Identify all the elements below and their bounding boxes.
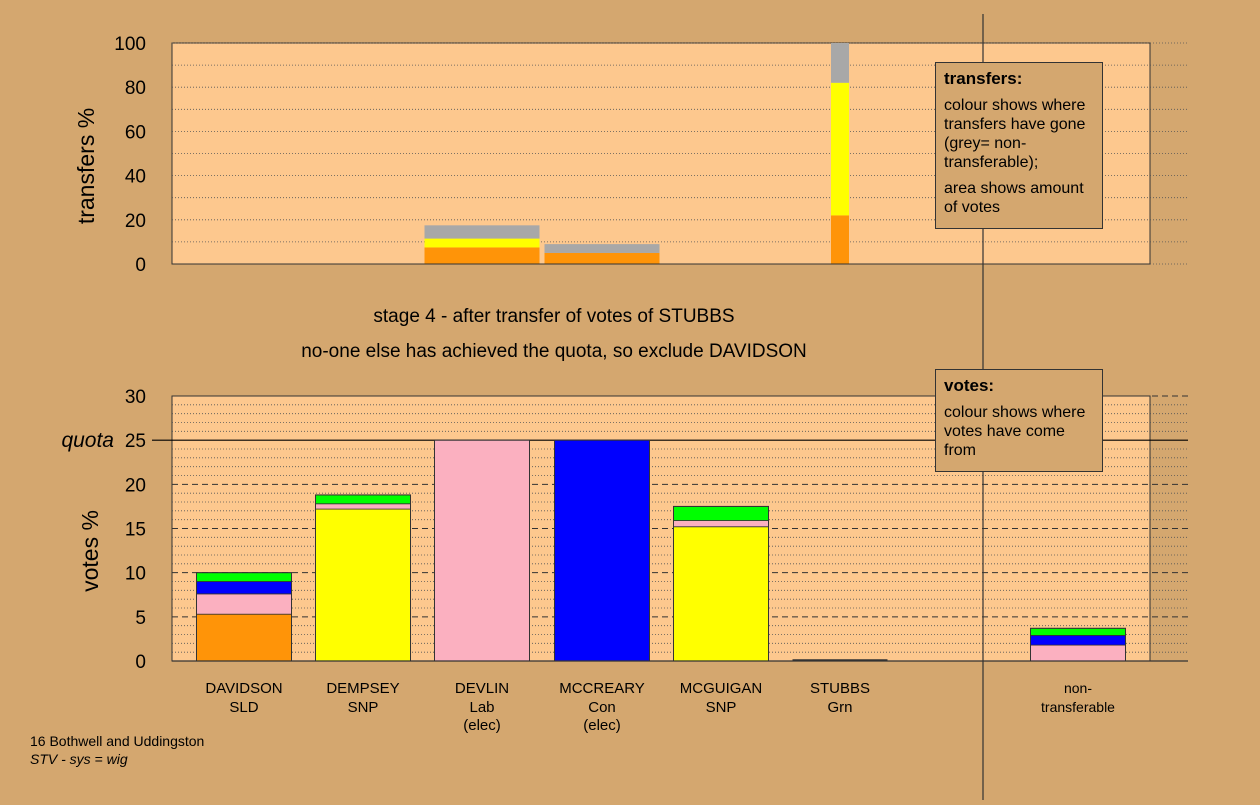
votes-y-tick-label: 0	[135, 652, 146, 673]
votes-y-tick-label: 25	[125, 431, 146, 452]
votes-y-tick-label: 20	[125, 475, 146, 496]
candidate-name-label: STUBBS	[810, 680, 870, 697]
vote-bar-segment	[196, 572, 292, 582]
vote-bar-segment	[673, 526, 769, 662]
transfer-bar-segment	[424, 225, 540, 239]
vote-bar-segment	[1030, 634, 1126, 646]
candidate-party-label: Grn	[827, 699, 852, 716]
candidate-name-label: DAVIDSON	[205, 680, 282, 697]
transfers-legend-line1: colour shows where transfers have gone (…	[944, 97, 1086, 171]
votes-y-tick-label: 15	[125, 520, 146, 541]
transfer-bar-segment	[544, 244, 660, 253]
transfers-legend: transfers: colour shows where transfers …	[935, 62, 1103, 229]
transfers-legend-line2: area shows amount of votes	[944, 180, 1084, 216]
votes-y-tick-label: 5	[135, 608, 146, 629]
candidate-name-label: MCGUIGAN	[680, 680, 763, 697]
footer-constituency: 16 Bothwell and Uddingston	[30, 733, 205, 749]
vote-bar-segment	[315, 508, 411, 662]
candidate-party-label: SNP	[706, 699, 737, 716]
candidate-party-label: SNP	[348, 699, 379, 716]
vote-bar-segment	[434, 439, 530, 662]
transfer-bar-segment	[831, 215, 849, 264]
transfer-bar-segment	[544, 252, 660, 264]
transfer-bar-segment	[831, 43, 849, 83]
candidate-name-label: MCCREARY	[559, 680, 645, 697]
candidate-note-label: (elec)	[583, 717, 621, 734]
vote-bar-segment	[196, 593, 292, 615]
transfers-y-axis-label: transfers %	[73, 108, 99, 224]
candidate-party-label: transferable	[1041, 699, 1115, 715]
action-line: no-one else has achieved the quota, so e…	[301, 341, 807, 362]
transfers-y-tick-label: 0	[135, 255, 146, 276]
candidate-note-label: (elec)	[463, 717, 501, 734]
transfers-y-tick-label: 20	[125, 211, 146, 232]
vote-bar-segment	[1030, 627, 1126, 636]
votes-legend-line1: colour shows where votes have come from	[944, 404, 1086, 459]
vote-bar-segment	[315, 494, 411, 505]
transfers-y-tick-label: 40	[125, 167, 146, 188]
transfer-bar-segment	[424, 247, 540, 264]
vote-bar-segment	[196, 581, 292, 595]
candidate-name-label: non-	[1064, 680, 1092, 696]
candidate-party-label: SLD	[229, 699, 258, 716]
candidate-name-label: DEMPSEY	[326, 680, 399, 697]
vote-bar-segment	[673, 520, 769, 528]
transfers-y-tick-label: 80	[125, 78, 146, 99]
candidate-party-label: Lab	[469, 699, 494, 716]
vote-bar-segment	[315, 503, 411, 510]
transfers-legend-title: transfers:	[944, 69, 1023, 88]
votes-y-tick-label: 30	[125, 387, 146, 408]
transfer-bar-segment	[424, 238, 540, 248]
footer-system: STV - sys = wig	[30, 751, 128, 767]
vote-bar-segment	[554, 439, 650, 662]
votes-legend-title: votes:	[944, 376, 995, 395]
transfers-y-tick-label: 60	[125, 122, 146, 143]
transfer-bar-segment	[831, 82, 849, 216]
vote-bar-segment	[1030, 644, 1126, 662]
transfers-y-tick-label: 100	[114, 34, 146, 55]
candidate-party-label: Con	[588, 699, 616, 716]
votes-y-tick-label: 10	[125, 564, 146, 585]
votes-y-axis-label: votes %	[77, 510, 103, 592]
candidate-name-label: DEVLIN	[455, 680, 509, 697]
vote-bar-segment	[673, 506, 769, 521]
stage-line: stage 4 - after transfer of votes of STU…	[373, 306, 735, 327]
quota-label: quota	[61, 429, 114, 452]
vote-bar-segment	[196, 613, 292, 662]
votes-legend: votes: colour shows where votes have com…	[935, 369, 1103, 472]
